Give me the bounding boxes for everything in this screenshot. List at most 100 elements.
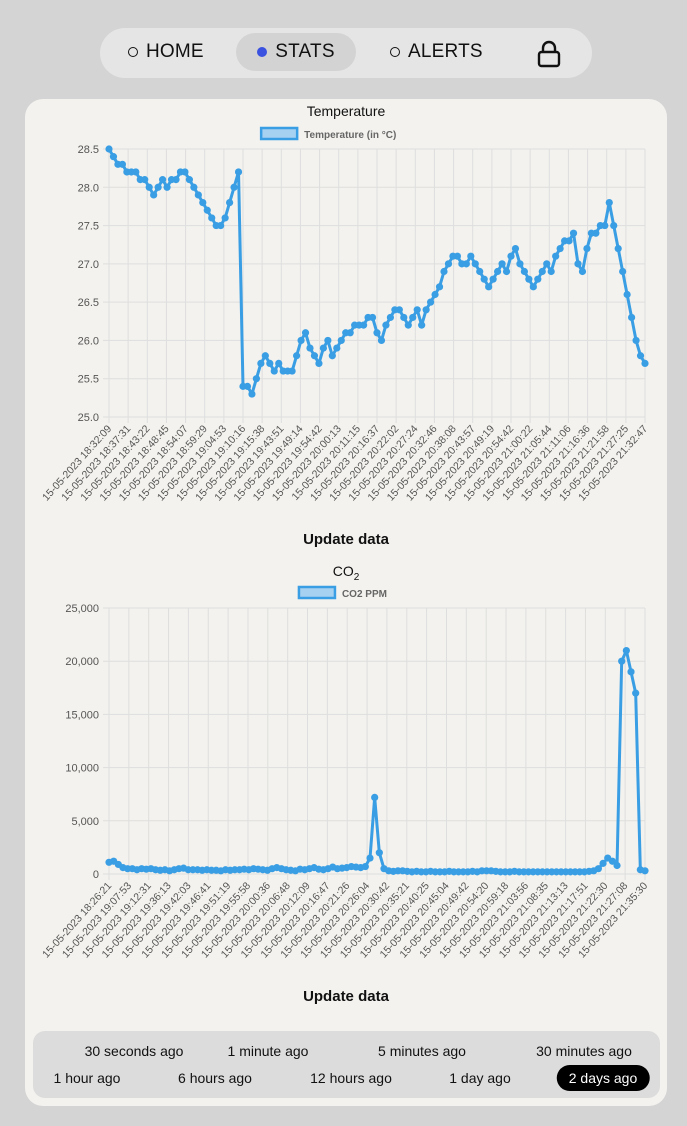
data-point	[556, 244, 564, 253]
data-point	[485, 283, 493, 291]
time-range-selector: 30 seconds ago 1 minute ago 5 minutes ag…	[33, 1031, 660, 1098]
data-point	[498, 260, 506, 268]
range-option[interactable]: 1 hour ago	[53, 1070, 121, 1086]
data-point	[400, 313, 408, 322]
data-point	[529, 283, 537, 291]
data-point	[489, 275, 497, 283]
data-point	[324, 336, 332, 345]
data-point	[516, 260, 524, 268]
nav-home-label: HOME	[146, 41, 204, 62]
data-point	[319, 344, 327, 352]
data-point	[641, 867, 649, 875]
data-point	[301, 329, 310, 337]
data-point	[199, 199, 207, 207]
data-point	[181, 168, 189, 176]
data-point	[610, 221, 618, 230]
update-data-button[interactable]: Update data	[303, 988, 389, 1005]
data-point	[622, 646, 630, 655]
data-point	[261, 352, 269, 360]
update-data-button[interactable]: Update data	[303, 531, 389, 548]
temperature-plot: Temperature (in °C) 25.0 25.5 26.0 26.5 27.0 2…	[40, 126, 650, 503]
data-point	[480, 275, 488, 283]
range-option[interactable]: 1 minute ago	[227, 1043, 309, 1059]
data-point	[141, 176, 149, 184]
data-point	[623, 290, 631, 299]
data-point	[409, 313, 417, 322]
nav-alerts-label: ALERTS	[408, 41, 483, 62]
y-tick-label: 15,000	[65, 709, 99, 721]
data-point	[270, 367, 278, 375]
data-point	[453, 252, 461, 260]
co2-title-subscript: 2	[353, 571, 360, 583]
data-point	[226, 199, 234, 207]
data-point	[431, 290, 439, 299]
data-point	[632, 689, 640, 697]
data-point	[440, 267, 448, 276]
data-point	[594, 865, 602, 873]
data-point	[619, 267, 627, 276]
data-point	[613, 861, 621, 870]
data-point	[172, 176, 180, 184]
data-point	[565, 237, 573, 245]
data-point	[520, 267, 528, 276]
data-point	[360, 321, 368, 329]
data-point	[221, 214, 229, 222]
data-point	[243, 382, 252, 390]
range-option-selected[interactable]: 2 days ago	[556, 1065, 650, 1091]
data-point	[462, 260, 470, 268]
data-point	[105, 145, 113, 153]
nav-stats[interactable]: STATS	[236, 33, 356, 71]
data-point	[257, 359, 265, 367]
data-point	[375, 849, 383, 857]
data-point	[632, 336, 640, 345]
data-point	[297, 336, 305, 345]
range-option[interactable]: 5 minutes ago	[378, 1043, 466, 1059]
y-tick-label: 28.5	[78, 144, 99, 156]
data-point	[418, 321, 426, 329]
nav-alerts[interactable]: ALERTS	[390, 33, 500, 71]
data-point	[109, 153, 118, 161]
range-option[interactable]: 30 seconds ago	[84, 1043, 184, 1059]
data-point	[145, 183, 153, 191]
data-point	[190, 183, 198, 191]
data-point	[435, 283, 444, 291]
co2-plot: CO2 PPM05,00010,00015,00020,00025,00015-…	[40, 585, 650, 960]
data-point	[373, 329, 381, 337]
range-option[interactable]: 6 hours ago	[178, 1070, 252, 1086]
data-point	[427, 298, 435, 306]
data-point	[154, 183, 162, 191]
radio-filled-icon	[257, 47, 268, 57]
data-point	[230, 183, 238, 191]
data-point	[569, 229, 578, 237]
data-point	[467, 252, 475, 260]
y-tick-label: 20,000	[65, 656, 99, 668]
data-point	[471, 260, 479, 268]
data-point	[618, 657, 626, 665]
chart-legend: Temperature (in °C)	[259, 126, 396, 141]
range-option[interactable]: 30 minutes ago	[536, 1043, 632, 1059]
y-tick-label: 27.0	[78, 259, 99, 271]
series-line	[108, 649, 646, 874]
y-tick-label: 10,000	[65, 763, 99, 775]
range-option[interactable]: 12 hours ago	[310, 1070, 392, 1086]
radio-icon	[128, 47, 138, 57]
data-point	[310, 352, 319, 360]
data-point	[371, 793, 379, 801]
data-point	[252, 375, 260, 383]
data-point	[361, 862, 369, 871]
range-option[interactable]: 1 day ago	[449, 1070, 511, 1086]
chart-title: CO2	[25, 563, 667, 583]
nav-stats-label: STATS	[275, 41, 335, 62]
chart-legend: CO2 PPM	[297, 585, 387, 600]
co2-chart: CO2 CO2 PPM 0 5,000 10,000 15,000 20,000 25,00…	[25, 559, 667, 1019]
y-tick-label: 25.5	[78, 374, 99, 386]
data-point	[641, 359, 649, 367]
nav-home[interactable]: HOME	[128, 33, 238, 71]
lock-icon[interactable]	[536, 40, 562, 68]
data-point	[208, 214, 216, 222]
data-point	[333, 344, 341, 352]
data-point	[194, 191, 202, 199]
data-point	[248, 390, 256, 398]
data-point	[511, 244, 520, 253]
data-point	[395, 306, 403, 314]
